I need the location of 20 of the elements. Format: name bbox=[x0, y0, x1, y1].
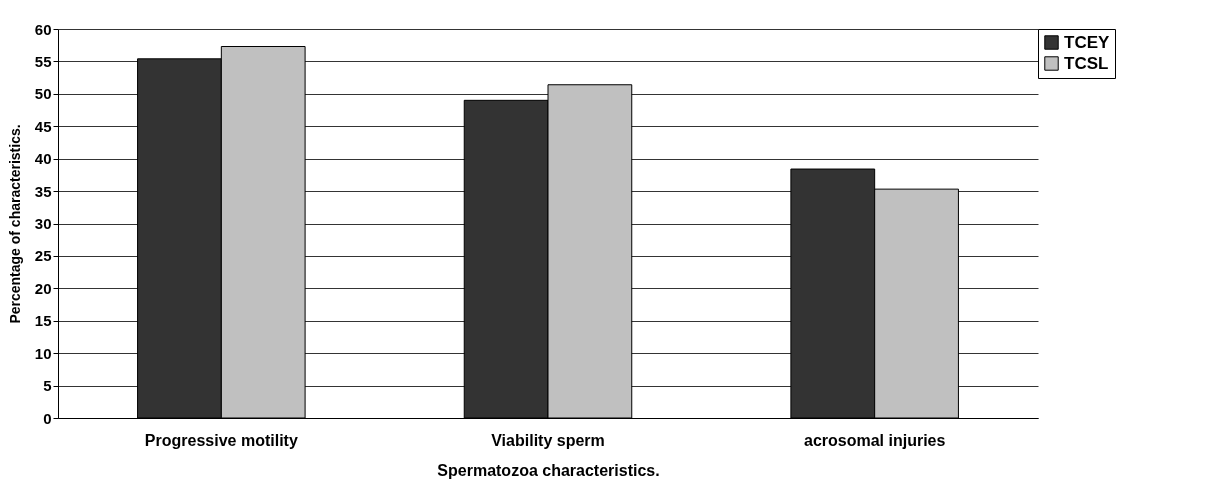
y-tick-label: 55 bbox=[34, 52, 52, 70]
y-tick-label: 10 bbox=[34, 344, 52, 362]
y-axis-title: Percentage of characteristics. bbox=[6, 124, 23, 324]
y-tick-label: 50 bbox=[34, 85, 52, 103]
x-tick-label: Viability sperm bbox=[491, 431, 605, 449]
y-tick-label: 40 bbox=[34, 150, 52, 168]
y-tick-label: 60 bbox=[34, 20, 52, 38]
y-tick-label: 5 bbox=[43, 377, 52, 395]
legend-label: TCSL bbox=[1064, 53, 1109, 73]
y-tick-label: 0 bbox=[43, 409, 52, 427]
y-tick-label: 25 bbox=[34, 247, 52, 265]
y-tick-label: 20 bbox=[34, 279, 52, 297]
y-tick-label: 15 bbox=[34, 312, 52, 330]
x-axis-title: Spermatozoa characteristics. bbox=[437, 461, 660, 479]
x-tick-label: acrosomal injuries bbox=[803, 431, 946, 449]
x-tick-label: Progressive motility bbox=[144, 431, 298, 449]
y-tick-label: 30 bbox=[34, 215, 52, 232]
y-tick-label: 35 bbox=[34, 182, 52, 200]
legend-label: TCEY bbox=[1064, 32, 1110, 52]
y-tick-label: 45 bbox=[34, 117, 52, 135]
